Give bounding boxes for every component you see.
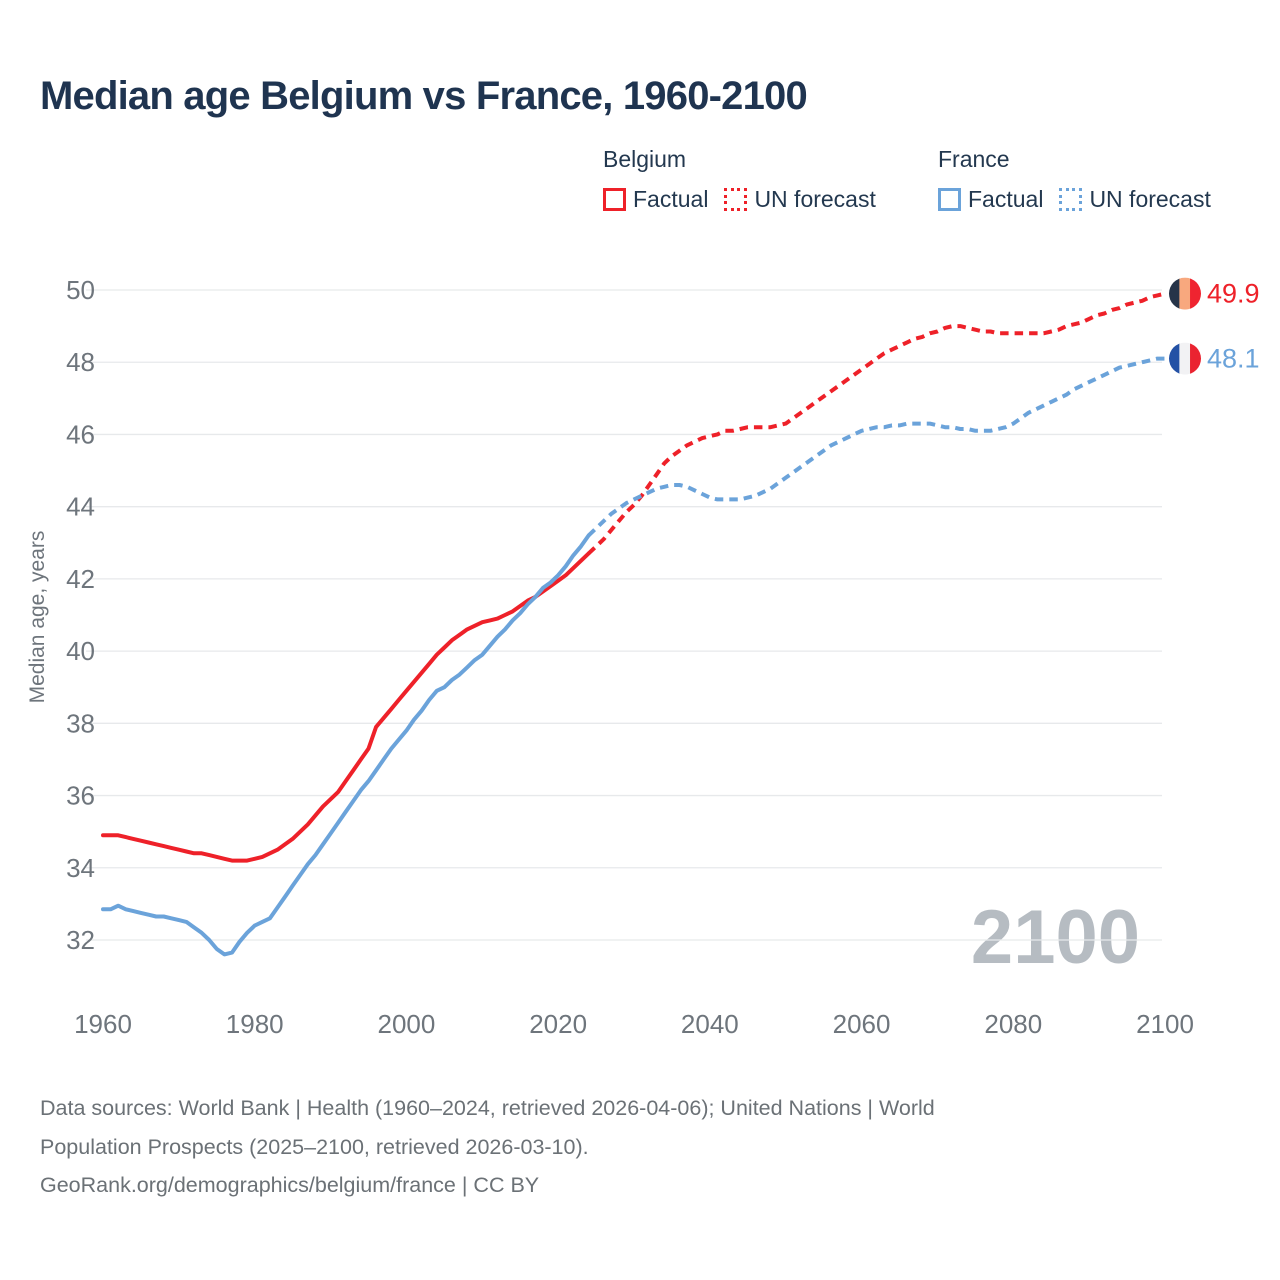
series-line-belgium-factual (101, 551, 591, 863)
y-tick-label: 50 (66, 275, 95, 305)
legend-swatch-belgium-factual (603, 188, 626, 211)
legend-group-title: France (938, 146, 1010, 172)
legend-swatch-france-forecast (1059, 188, 1083, 211)
legend-group-belgium: Belgium Factual UN forecast (603, 146, 876, 213)
footer-line: GeoRank.org/demographics/belgium/france … (40, 1173, 540, 1197)
series-line-belgium-un-forecast (587, 291, 1166, 556)
legend-label-france-factual: Factual (968, 186, 1044, 212)
footer-line: Data sources: World Bank | Health (1960–… (40, 1096, 935, 1120)
flag-stripe (1179, 277, 1191, 310)
y-tick-label: 32 (66, 925, 95, 955)
x-tick-label: 1980 (226, 1009, 284, 1039)
legend-label-belgium-forecast: UN forecast (754, 186, 876, 212)
legend-row: Factual UN forecast (603, 186, 876, 213)
x-tick-label: 2020 (529, 1009, 587, 1039)
y-tick-label: 40 (66, 636, 95, 666)
france-flag-icon (1169, 342, 1201, 375)
flag-stripe (1179, 342, 1191, 375)
legend-row: Factual UN forecast (938, 186, 1211, 213)
x-tick-label: 2040 (681, 1009, 739, 1039)
page-title: Median age Belgium vs France, 1960-2100 (40, 74, 808, 118)
legend-label-belgium-factual: Factual (633, 186, 709, 212)
y-tick-label: 38 (66, 708, 95, 738)
belgium-flag-icon (1169, 277, 1201, 310)
legend-group-title: Belgium (603, 146, 687, 172)
flag-stripe (1169, 342, 1180, 375)
gridlines (86, 289, 1162, 941)
y-tick-label: 34 (66, 853, 95, 883)
x-tick-label: 2060 (833, 1009, 891, 1039)
y-tick-label: 44 (66, 492, 95, 522)
footer-line: Population Prospects (2025–2100, retriev… (40, 1134, 589, 1159)
flag-stripes (1169, 342, 1201, 375)
y-tick-label: 46 (66, 419, 95, 449)
y-tick-label: 48 (66, 347, 95, 377)
legend-swatch-france-factual (938, 188, 961, 211)
end-markers: 49.9 48.1 (1169, 277, 1260, 375)
end-value-label: 49.9 (1207, 279, 1260, 309)
data-series (101, 291, 1166, 957)
end-value-label: 48.1 (1207, 344, 1260, 374)
x-tick-label: 2000 (378, 1009, 436, 1039)
series-line-france-un-forecast (587, 356, 1165, 538)
flag-stripes (1169, 277, 1201, 310)
watermark-year: 2100 (971, 895, 1140, 980)
axis-labels: 32 34 36 38 40 42 44 46 48 50 1960 1980 2000 2020 2040… (26, 275, 1194, 1039)
flag-stripe (1190, 342, 1201, 375)
y-axis-title: Median age, years (26, 531, 49, 704)
series-line-france-factual (101, 533, 591, 957)
flag-stripe (1169, 277, 1180, 310)
y-tick-label: 36 (66, 781, 95, 811)
y-tick-label: 42 (66, 564, 95, 594)
flag-stripe (1190, 277, 1201, 310)
data-sources-footer: Data sources: World Bank | Health (1960–… (40, 1089, 935, 1205)
x-tick-label: 2080 (984, 1009, 1042, 1039)
legend-label-france-forecast: UN forecast (1089, 186, 1211, 212)
legend-group-france: France Factual UN forecast (938, 146, 1211, 213)
x-tick-label: 1960 (74, 1009, 132, 1039)
legend-swatch-belgium-forecast (724, 188, 748, 211)
x-tick-label: 2100 (1136, 1009, 1194, 1039)
